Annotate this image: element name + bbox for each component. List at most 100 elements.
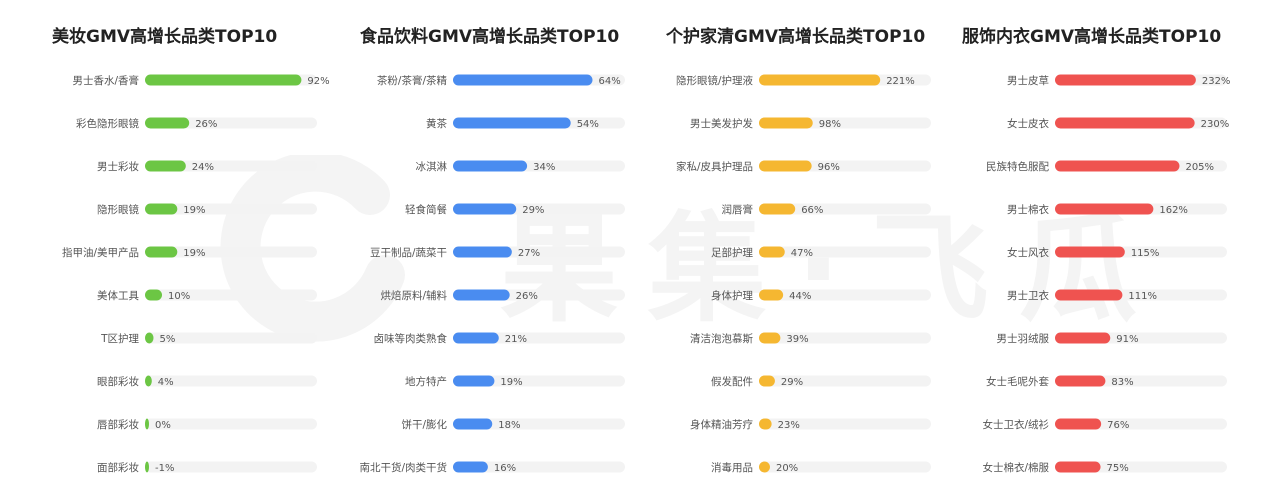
category-label: 男士棉衣 [1007, 203, 1049, 216]
value-label: 96% [818, 162, 840, 173]
bar-row: 黄茶 54% [426, 117, 625, 130]
bar [759, 375, 775, 387]
bar [453, 461, 488, 473]
bar [145, 289, 162, 301]
bar [453, 74, 593, 86]
bar-row: 卤味等肉类熟食 21% [374, 332, 625, 345]
value-label: 21% [505, 334, 527, 345]
bar-row: 面部彩妆 -1% [97, 461, 317, 474]
bar [145, 375, 152, 387]
bar [759, 461, 770, 473]
bar [145, 246, 178, 258]
value-label: 98% [819, 119, 841, 130]
bar-row: 女士棉衣/棉服 75% [982, 461, 1227, 474]
bar-row: 女士毛呢外套 83% [986, 375, 1227, 388]
category-label: 足部护理 [711, 246, 753, 259]
bar-row: 男士皮草 232% [1007, 74, 1230, 87]
bar-row: 女士卫衣/绒衫 76% [982, 418, 1227, 431]
value-label: 26% [195, 119, 217, 130]
bar [1055, 375, 1106, 387]
bar-row: 茶粉/茶膏/茶精 64% [377, 74, 625, 87]
bar-row: 指甲油/美甲产品 19% [62, 246, 317, 259]
bar-row: 彩色隐形眼镜 26% [76, 117, 317, 130]
bar [145, 117, 190, 129]
bar [453, 160, 528, 172]
bar-track [759, 289, 931, 301]
bar [1055, 160, 1180, 172]
value-label: 29% [781, 377, 803, 388]
value-label: 24% [192, 162, 214, 173]
category-label: 美体工具 [97, 289, 139, 302]
bar-track [453, 418, 625, 430]
bar [759, 74, 881, 86]
value-label: 64% [598, 76, 620, 87]
bar-track [453, 375, 625, 387]
value-label: 20% [776, 463, 798, 474]
category-label: 男士羽绒服 [997, 332, 1050, 345]
value-label: 83% [1111, 377, 1133, 388]
bar-row: 女士风衣 115% [1007, 246, 1227, 259]
category-label: 女士毛呢外套 [986, 375, 1049, 388]
bar-track [145, 461, 317, 473]
bar-track [145, 418, 317, 430]
bar-row: 隐形眼镜/护理液 221% [676, 74, 931, 87]
bar-row: 美体工具 10% [97, 289, 317, 302]
bar [759, 203, 796, 215]
value-label: 0% [155, 420, 171, 431]
bar-row: 唇部彩妆 0% [97, 418, 317, 431]
bar-track [759, 418, 931, 430]
bar-row: 轻食简餐 29% [405, 203, 625, 216]
bar-track [145, 289, 317, 301]
bar-chart-apparel: 男士皮草 232% 女士皮衣 230% 民族特色服配 205% 男士棉衣 162% 女士风衣 11… [982, 74, 1230, 474]
bar-row: 身体护理 44% [711, 289, 931, 302]
chart-panel-apparel: 服饰内衣GMV高增长品类TOP10 男士皮草 232% 女士皮衣 230% 民族特色服配… [962, 0, 1262, 493]
bar-chart-beauty: 男士香水/香膏 92%彩色隐形眼镜 26%男士彩妆 24%隐形眼镜 19%指甲油/美甲产… [62, 74, 330, 474]
value-label: 205% [1185, 162, 1214, 173]
bar-row: 民族特色服配 205% [986, 160, 1227, 173]
bar-track [145, 375, 317, 387]
category-label: 清洁泡泡慕斯 [690, 332, 753, 345]
bar [145, 418, 149, 430]
value-label: 27% [518, 248, 540, 259]
bar [759, 246, 785, 258]
value-label: 18% [498, 420, 520, 431]
bar [1055, 332, 1111, 344]
bar [453, 332, 499, 344]
bar [1055, 203, 1154, 215]
bar-row: 冰淇淋 34% [416, 160, 625, 173]
bar-row: T区护理 5% [100, 332, 317, 345]
bar-row: 饼干/膨化 18% [401, 418, 625, 431]
bar [1055, 74, 1196, 86]
value-label: 92% [307, 76, 329, 87]
category-label: 女士风衣 [1007, 246, 1049, 259]
bar [759, 289, 784, 301]
chart-title: 美妆GMV高增长品类TOP10 [52, 27, 278, 47]
category-label: 南北干货/肉类干货 [360, 461, 447, 474]
bar-row: 男士香水/香膏 92% [72, 74, 329, 87]
value-label: 19% [183, 248, 205, 259]
value-label: 39% [786, 334, 808, 345]
category-label: 豆干制品/蔬菜干 [370, 246, 447, 259]
bar-track [759, 203, 931, 215]
value-label: -1% [155, 463, 174, 474]
bar-row: 豆干制品/蔬菜干 27% [370, 246, 625, 259]
value-label: 26% [516, 291, 538, 302]
bar-row: 家私/皮具护理品 96% [676, 160, 931, 173]
value-label: 111% [1128, 291, 1157, 302]
bar-row: 消毒用品 20% [711, 461, 931, 474]
value-label: 54% [577, 119, 599, 130]
bar [145, 461, 149, 473]
category-label: 家私/皮具护理品 [676, 160, 753, 173]
bar-row: 隐形眼镜 19% [97, 203, 317, 216]
bar [453, 289, 510, 301]
bar [453, 203, 517, 215]
bar [145, 332, 154, 344]
bar-track [759, 246, 931, 258]
value-label: 47% [791, 248, 813, 259]
category-label: 饼干/膨化 [401, 418, 447, 431]
bar-row: 润唇膏 66% [722, 203, 931, 216]
category-label: 假发配件 [711, 375, 753, 388]
value-label: 10% [168, 291, 190, 302]
category-label: 彩色隐形眼镜 [76, 117, 139, 130]
category-label: 女士卫衣/绒衫 [982, 418, 1049, 431]
